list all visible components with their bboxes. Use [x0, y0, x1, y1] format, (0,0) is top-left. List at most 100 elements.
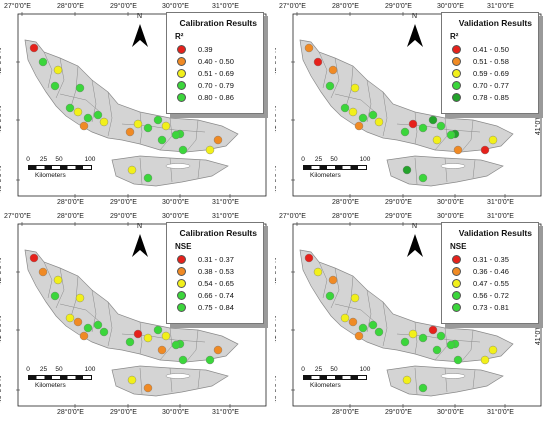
legend-box: Validation Results NSE 0.31 - 0.35 0.36 - 0… — [441, 222, 539, 324]
scale-unit-label: Kilometers — [35, 172, 66, 179]
legend-swatch — [177, 266, 186, 276]
station-marker — [325, 291, 335, 301]
legend-item: 0.70 - 0.77 — [442, 79, 538, 91]
station-marker — [83, 113, 93, 123]
scale-tick-label: 50 — [330, 156, 338, 163]
scale-tick-label: 100 — [359, 156, 371, 163]
map-panel-2: N 27°0'0"E 28°0'0"E 29°0'0"E 30°0'0"E 31°0'0"… — [275, 0, 550, 210]
map-panel-3: N 27°0'0"E 28°0'0"E 29°0'0"E 30°0'0"E 31°0'0"… — [0, 210, 275, 420]
station-marker — [340, 103, 350, 113]
district-boundary — [69, 65, 79, 111]
district-boundary — [414, 157, 418, 185]
station-marker — [488, 345, 498, 355]
scale-tick-label: 25 — [314, 156, 323, 163]
legend-swatch — [177, 278, 186, 288]
district-boundary — [59, 303, 101, 323]
station-marker — [418, 123, 428, 133]
scale-tick-label: 50 — [55, 366, 63, 373]
legend-box: Calibration Results NSE 0.31 - 0.37 0.38 - … — [166, 222, 264, 324]
legend-item-label: 0.73 - 0.81 — [473, 302, 509, 312]
station-marker — [436, 121, 446, 131]
station-marker — [453, 145, 463, 155]
station-marker — [75, 83, 85, 93]
legend-title: Validation Results — [458, 18, 532, 28]
legend-swatch — [452, 302, 461, 312]
station-marker — [348, 107, 358, 117]
station-marker — [368, 320, 378, 330]
legend-metric-label: R² — [175, 32, 184, 41]
legend-item-label: 0.56 - 0.72 — [473, 290, 509, 300]
station-marker — [350, 83, 360, 93]
legend-item: 0.31 - 0.35 — [442, 253, 538, 265]
district-boundary — [185, 119, 199, 153]
legend-item-label: 0.51 - 0.58 — [473, 56, 509, 66]
legend-item-label: 0.70 - 0.79 — [198, 80, 234, 90]
station-marker — [171, 340, 181, 350]
longitude-label-top: 28°0'0"E — [57, 3, 84, 10]
station-marker — [432, 135, 442, 145]
longitude-label-bottom: 30°0'0"E — [437, 409, 464, 416]
lake — [440, 163, 466, 169]
legend-swatch — [177, 80, 186, 90]
legend-item-label: 0.41 - 0.50 — [473, 44, 509, 54]
district-boundary — [334, 93, 376, 113]
district-boundary — [318, 261, 328, 299]
latitude-label-left: 40°0'0"N — [275, 165, 279, 194]
longitude-label-top: 27°0'0"E — [279, 213, 306, 220]
scale-tick-label: 0 — [301, 156, 305, 163]
legend-item-label: 0.36 - 0.46 — [473, 266, 509, 276]
district-boundary — [139, 157, 143, 185]
station-marker — [368, 110, 378, 120]
district-boundary — [139, 111, 143, 145]
longitude-label-top: 29°0'0"E — [110, 3, 137, 10]
station-marker — [143, 333, 153, 343]
station-marker — [436, 331, 446, 341]
district-boundary — [382, 301, 388, 347]
longitude-label-top: 31°0'0"E — [212, 213, 239, 220]
legend-swatch — [177, 56, 186, 66]
longitude-label-top: 29°0'0"E — [385, 213, 412, 220]
station-marker — [29, 253, 39, 263]
district-boundary — [414, 367, 418, 395]
district-boundary — [107, 91, 113, 137]
station-marker — [480, 355, 490, 365]
station-marker — [432, 345, 442, 355]
longitude-label-top: 29°0'0"E — [385, 3, 412, 10]
district-boundary — [197, 159, 201, 179]
station-marker — [50, 81, 60, 91]
land-area — [299, 249, 514, 363]
station-marker — [171, 130, 181, 140]
legend-title: Calibration Results — [179, 228, 257, 238]
legend-item: 0.36 - 0.46 — [442, 265, 538, 277]
district-boundary — [334, 303, 376, 323]
scale-tick-label: 0 — [26, 366, 30, 373]
station-marker — [328, 65, 338, 75]
district-boundary — [330, 267, 340, 309]
station-marker — [418, 333, 428, 343]
district-boundary — [318, 51, 328, 89]
district-boundary — [107, 301, 113, 347]
district-boundary — [55, 267, 65, 309]
longitude-label-bottom: 30°0'0"E — [162, 199, 189, 206]
station-marker — [157, 345, 167, 355]
legend-item-label: 0.38 - 0.53 — [198, 266, 234, 276]
land-area-south — [111, 365, 229, 397]
station-marker — [304, 253, 314, 263]
scale-tick-label: 100 — [84, 366, 96, 373]
legend-box: Calibration Results R² 0.39 0.40 - 0.50 0.51… — [166, 12, 264, 114]
scale-tick-label: 0 — [301, 366, 305, 373]
station-marker — [304, 43, 314, 53]
district-boundary — [69, 275, 79, 321]
district-boundary — [43, 51, 53, 89]
legend-item-label: 0.75 - 0.84 — [198, 302, 234, 312]
station-marker — [402, 165, 412, 175]
station-marker — [125, 337, 135, 347]
longitude-label-top: 27°0'0"E — [279, 3, 306, 10]
district-boundary — [91, 79, 97, 123]
station-marker — [38, 57, 48, 67]
station-marker — [350, 293, 360, 303]
legend-swatch — [452, 266, 461, 276]
station-marker — [213, 135, 223, 145]
district-boundary — [139, 367, 143, 395]
legend-item-label: 0.78 - 0.85 — [473, 92, 509, 102]
